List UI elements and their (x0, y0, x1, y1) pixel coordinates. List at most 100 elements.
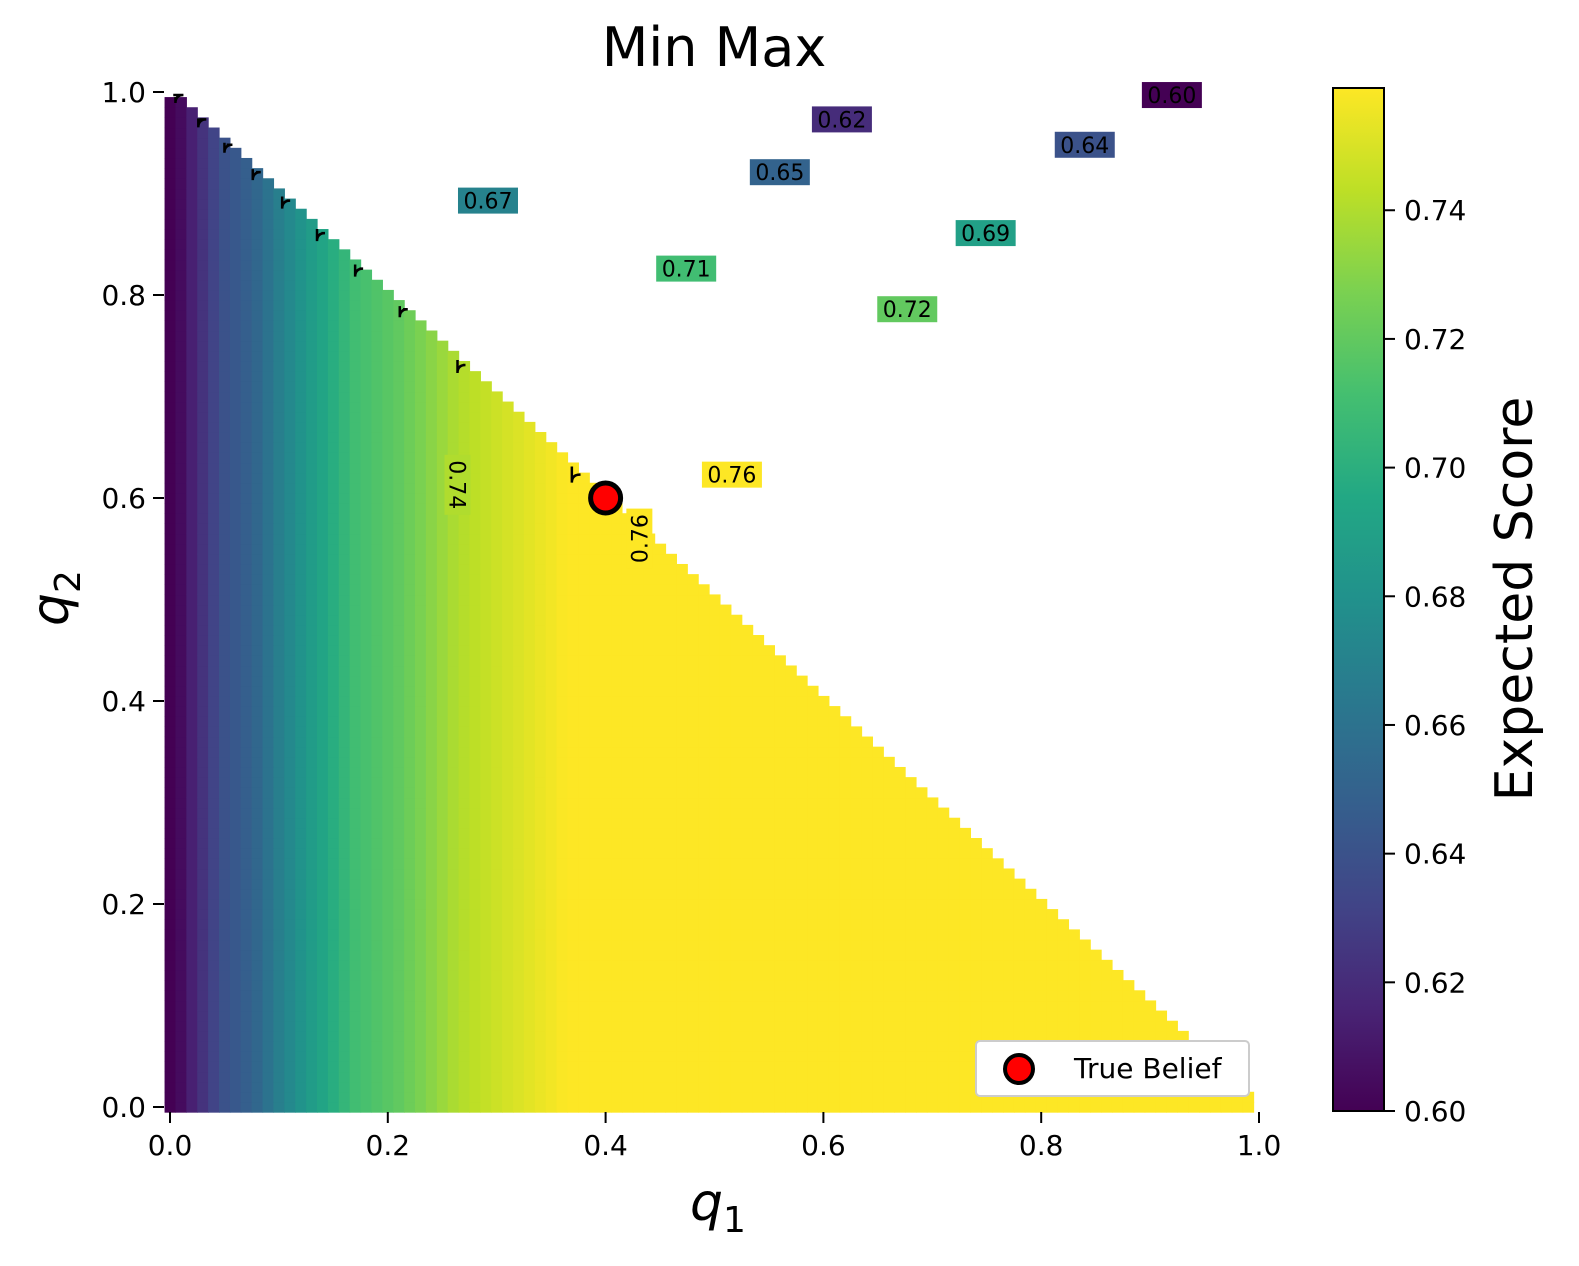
heatmap-cell (556, 858, 569, 870)
heatmap-cell (447, 746, 460, 758)
heatmap-cell (480, 797, 492, 809)
heatmap-cell (534, 878, 547, 890)
heatmap-cell (926, 1000, 939, 1012)
heatmap-cell (317, 990, 329, 1002)
heatmap-cell (665, 736, 677, 748)
heatmap-cell (480, 716, 492, 727)
heatmap-cell (654, 777, 667, 788)
heatmap-cell (1068, 1030, 1080, 1042)
heatmap-cell (817, 939, 830, 951)
heatmap-cell (469, 665, 481, 677)
heatmap-cell (404, 665, 416, 677)
heatmap-cell (915, 1020, 928, 1032)
heatmap-cell (480, 888, 492, 900)
heatmap-cell (480, 949, 492, 961)
heatmap-cell (741, 848, 754, 859)
heatmap-cell (175, 827, 187, 839)
heatmap-cell (534, 726, 547, 738)
heatmap-cell (523, 645, 536, 656)
heatmap-cell (404, 848, 416, 859)
heatmap-cell (415, 411, 427, 423)
heatmap-cell (730, 746, 743, 758)
heatmap-cell (534, 1051, 547, 1062)
heatmap-cell (317, 1081, 329, 1093)
heatmap-cell (654, 848, 667, 859)
heatmap-cell (273, 584, 285, 596)
heatmap-cell (197, 1030, 209, 1042)
heatmap-cell (338, 1071, 351, 1083)
heatmap-cell (611, 1030, 623, 1042)
heatmap-cell (327, 411, 340, 423)
heatmap-cell (425, 929, 438, 941)
heatmap-cell (436, 665, 449, 677)
heatmap-cell (698, 969, 710, 981)
heatmap-cell (785, 838, 797, 849)
heatmap-cell (469, 990, 481, 1002)
heatmap-cell (251, 645, 264, 656)
heatmap-cell (219, 1030, 231, 1042)
heatmap-cell (393, 898, 405, 910)
heatmap-cell (208, 1091, 220, 1103)
heatmap-cell (567, 766, 579, 778)
heatmap-cell (317, 1010, 329, 1022)
heatmap-cell (719, 827, 732, 839)
heatmap-cell (545, 675, 558, 687)
heatmap-cell (458, 888, 471, 900)
heatmap-cell (1046, 990, 1059, 1002)
heatmap-cell (643, 797, 656, 809)
heatmap-cell (164, 898, 177, 910)
heatmap-cell (458, 1041, 471, 1052)
heatmap-cell (229, 320, 242, 332)
heatmap-cell (491, 827, 503, 839)
heatmap-cell (556, 645, 569, 656)
heatmap-cell (513, 848, 525, 859)
heatmap-cell (273, 432, 285, 443)
heatmap-cell (273, 1000, 285, 1012)
heatmap-cell (480, 645, 492, 656)
heatmap-cell (1024, 969, 1037, 981)
heatmap-cell (491, 553, 503, 565)
heatmap-cell (415, 421, 427, 433)
heatmap-cell (981, 980, 993, 991)
heatmap-cell (164, 959, 177, 971)
heatmap-cell (186, 360, 198, 372)
heatmap-cell (284, 563, 296, 575)
heatmap-cell (480, 1030, 492, 1042)
heatmap-cell (905, 797, 917, 809)
heatmap-cell (251, 888, 264, 900)
heatmap-cell (894, 858, 906, 870)
heatmap-cell (251, 543, 264, 555)
heatmap-cell (611, 1081, 623, 1093)
heatmap-cell (327, 563, 340, 575)
heatmap-cell (839, 1041, 852, 1052)
heatmap-cell (523, 1041, 536, 1052)
heatmap-cell (273, 360, 285, 372)
heatmap-cell (894, 827, 906, 839)
heatmap-cell (523, 868, 536, 880)
heatmap-cell (915, 898, 928, 910)
heatmap-cell (404, 1101, 416, 1113)
heatmap-cell (317, 432, 329, 443)
heatmap-cell (839, 766, 852, 778)
heatmap-cell (469, 584, 481, 596)
heatmap-cell (872, 969, 884, 981)
heatmap-cell (796, 888, 808, 900)
heatmap-cell (240, 584, 253, 596)
heatmap-cell (534, 1061, 547, 1073)
heatmap-cell (338, 1030, 351, 1042)
heatmap-cell (295, 655, 307, 667)
heatmap-cell (807, 1041, 819, 1052)
heatmap-cell (425, 381, 438, 393)
heatmap-cell (404, 320, 416, 332)
heatmap-cell (937, 1101, 950, 1113)
heatmap-cell (545, 746, 558, 758)
heatmap-cell (915, 868, 928, 880)
heatmap-cell (763, 1010, 775, 1022)
heatmap-cell (164, 614, 177, 626)
heatmap-cell (654, 543, 667, 555)
heatmap-cell (349, 959, 362, 971)
heatmap-cell (905, 1101, 917, 1113)
heatmap-cell (295, 442, 307, 453)
heatmap-cell (523, 482, 536, 494)
heatmap-cell (393, 635, 405, 646)
